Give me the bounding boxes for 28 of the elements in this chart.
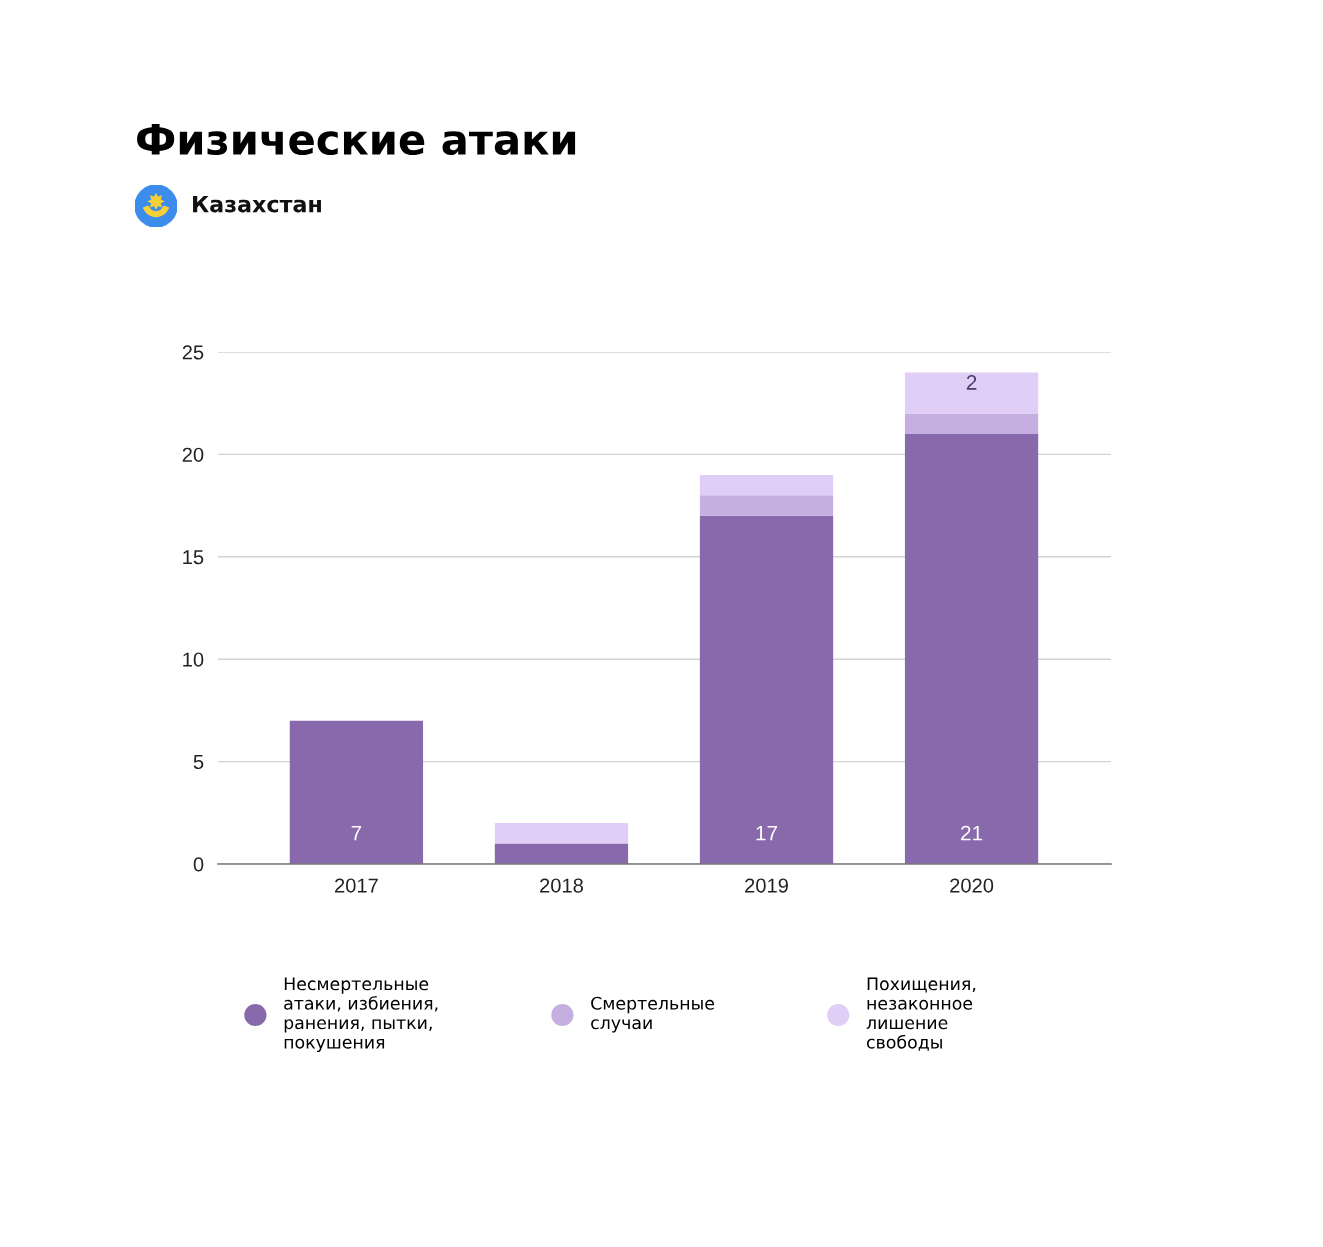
bar [699,515,834,864]
legend-label: Смертельные случаи [591,996,715,1033]
bar [289,720,424,864]
legend-label: Похищения, незаконное лишение свободы [866,977,976,1051]
bar [904,372,1039,414]
chart-subtitle: Казахстан [193,195,321,213]
chart-title: Физические атаки [137,124,576,156]
data-label: 17 [756,825,778,841]
y-tick-label: 10 [183,652,204,667]
y-tick-label: 15 [183,550,204,565]
y-tick-label: 20 [182,447,204,462]
x-tick-label: 2018 [540,878,583,893]
bar [904,413,1039,434]
data-label: 21 [961,825,983,841]
data-label: 2 [966,375,977,390]
y-tick-label: 25 [182,345,204,360]
y-tick-label: 5 [193,755,204,770]
x-tick-label: 2020 [950,878,994,893]
y-tick-label: 0 [193,857,204,872]
bar [494,823,629,844]
bar [699,474,834,496]
data-label: 7 [351,825,362,841]
legend-label: Несмертельные атаки, избиения, ранения, пытки, покушения [284,977,438,1053]
bar [494,843,629,864]
x-tick-label: 2017 [335,878,378,893]
bar [904,433,1039,864]
x-tick-label: 2019 [745,878,788,893]
bar [699,495,834,516]
